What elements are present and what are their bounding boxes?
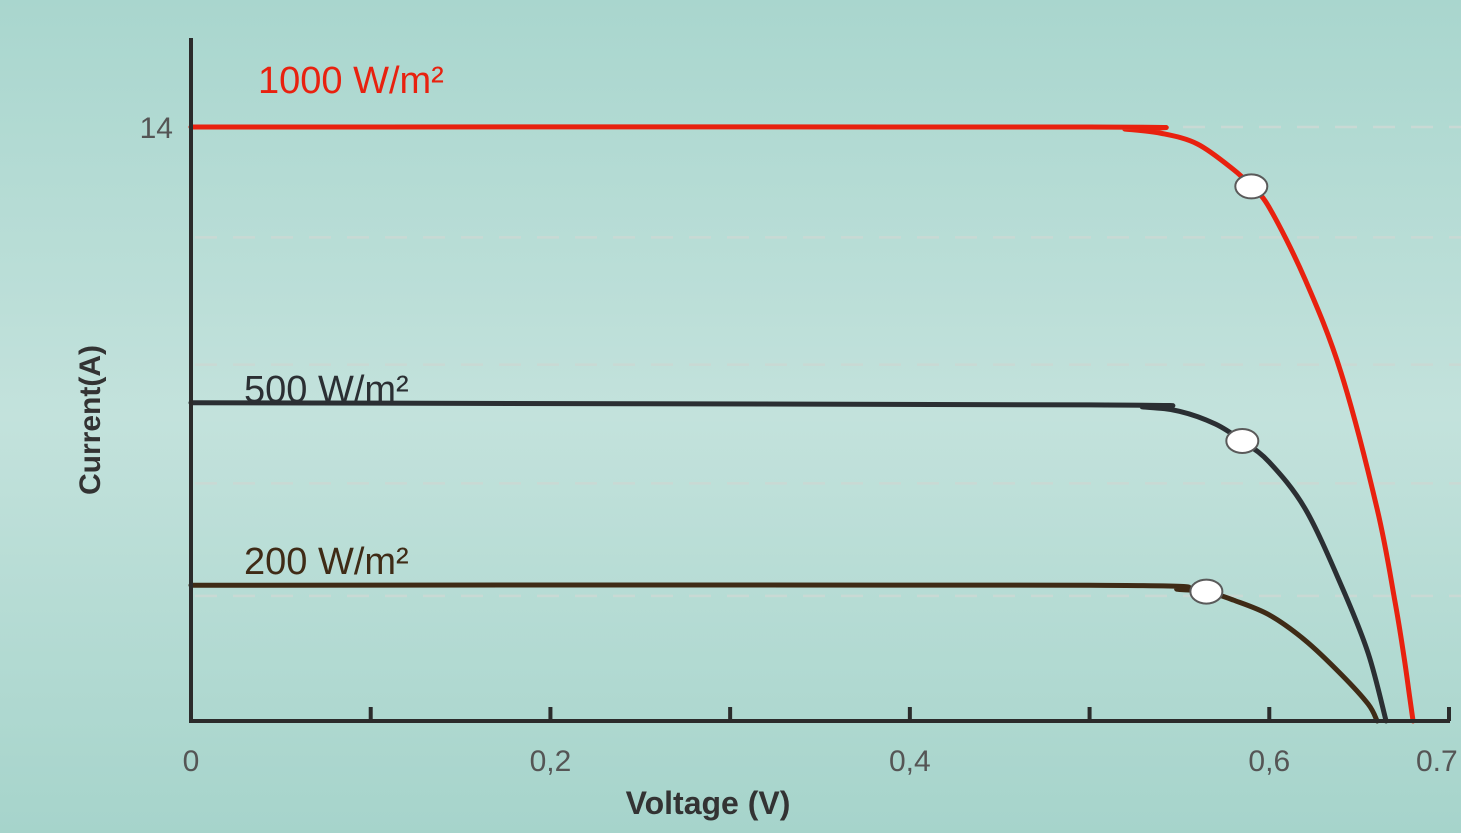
x-tick-label: 0,2 [530, 745, 572, 778]
y-tick-label: 14 [140, 112, 173, 145]
series-line [188, 582, 1380, 724]
x-tick-label: 0.7 [1416, 745, 1458, 778]
series-labels: 1000 W/m² 500 W/m² 200 W/m² [244, 60, 444, 583]
series-lines [188, 124, 1416, 724]
mpp-marker [1234, 173, 1269, 200]
axes [189, 38, 1450, 723]
y-axis-title: Current(A) [74, 345, 107, 495]
max-power-points [1189, 173, 1269, 605]
series-label: 200 W/m² [244, 541, 409, 583]
mpp-marker [1189, 578, 1224, 605]
series-line [188, 124, 1416, 724]
series-line [188, 400, 1389, 724]
series-label: 500 W/m² [244, 369, 409, 411]
series-label: 1000 W/m² [258, 60, 444, 102]
x-tick-label: 0 [183, 745, 200, 778]
mpp-marker [1225, 427, 1260, 454]
gridlines [195, 125, 1461, 598]
x-axis-title: Voltage (V) [626, 785, 791, 821]
x-tick-label: 0,6 [1248, 745, 1290, 778]
axis-ticks: 0 0,2 0,4 0,6 0.7 14 [140, 112, 1458, 778]
x-tick-label: 0,4 [889, 745, 931, 778]
